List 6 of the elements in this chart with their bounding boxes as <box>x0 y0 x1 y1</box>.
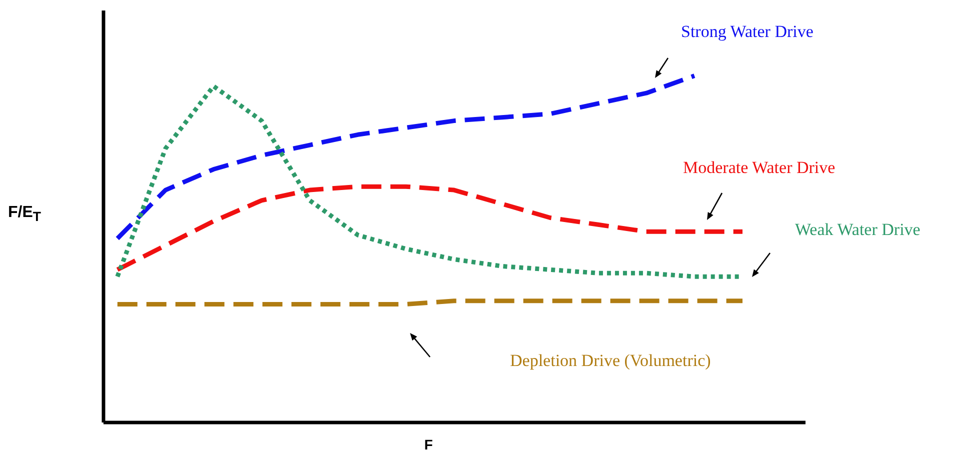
text: Strong Water Drive <box>681 22 814 42</box>
x-axis-title: F <box>424 436 434 452</box>
text: Moderate Water Drive <box>683 158 836 178</box>
text: Weak Water Drive <box>795 220 920 240</box>
y-axis-title: F/E$_{T}$ <box>8 204 42 224</box>
text: Depletion Drive (Volumetric) <box>510 351 711 371</box>
